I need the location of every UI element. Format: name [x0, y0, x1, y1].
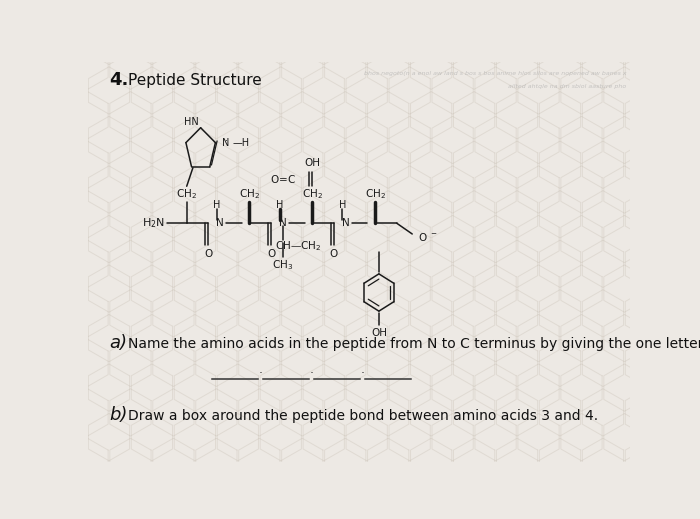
- Text: N: N: [216, 218, 224, 228]
- Text: .: .: [309, 363, 314, 376]
- Text: a): a): [109, 334, 127, 352]
- Text: ailted ahtqle na dm sbiol aasture pho: ailted ahtqle na dm sbiol aasture pho: [508, 85, 626, 89]
- Text: HN: HN: [184, 117, 199, 127]
- Text: CH$_2$: CH$_2$: [176, 187, 197, 201]
- Text: O: O: [204, 249, 213, 259]
- Text: bhos negoto(n a enol aw land s bos s bos anime hlos silos are nopened aw banes x: bhos negoto(n a enol aw land s bos s bos…: [363, 71, 626, 76]
- Text: —H: —H: [232, 138, 250, 147]
- Text: CH$_2$: CH$_2$: [302, 187, 323, 201]
- Text: OH: OH: [371, 327, 387, 338]
- Text: O $^-$: O $^-$: [419, 231, 439, 243]
- Text: Name the amino acids in the peptide from N to C terminus by giving the one lette: Name the amino acids in the peptide from…: [128, 337, 700, 351]
- Text: O: O: [267, 249, 275, 259]
- Text: .: .: [258, 363, 262, 376]
- Text: N: N: [279, 218, 287, 228]
- Text: OH: OH: [304, 158, 321, 168]
- Text: CH—CH$_2$: CH—CH$_2$: [275, 239, 321, 253]
- Text: CH$_3$: CH$_3$: [272, 258, 293, 271]
- Text: H: H: [214, 200, 220, 210]
- Text: O$\!=\!$C: O$\!=\!$C: [270, 172, 297, 185]
- Text: 4.: 4.: [109, 71, 129, 89]
- Text: H$_2$N: H$_2$N: [142, 216, 165, 230]
- Text: Draw a box around the peptide bond between amino acids 3 and 4.: Draw a box around the peptide bond betwe…: [128, 408, 598, 422]
- Text: N: N: [342, 218, 349, 228]
- Text: CH$_2$: CH$_2$: [239, 187, 260, 201]
- Text: $\cdot$: $\cdot$: [225, 134, 228, 143]
- Text: H: H: [339, 200, 346, 210]
- Text: H: H: [276, 200, 284, 210]
- Text: CH$_2$: CH$_2$: [365, 187, 386, 201]
- Text: Peptide Structure: Peptide Structure: [128, 73, 262, 88]
- Text: b): b): [109, 405, 127, 424]
- Text: O: O: [330, 249, 338, 259]
- Text: .: .: [360, 363, 365, 376]
- Text: N: N: [222, 138, 229, 147]
